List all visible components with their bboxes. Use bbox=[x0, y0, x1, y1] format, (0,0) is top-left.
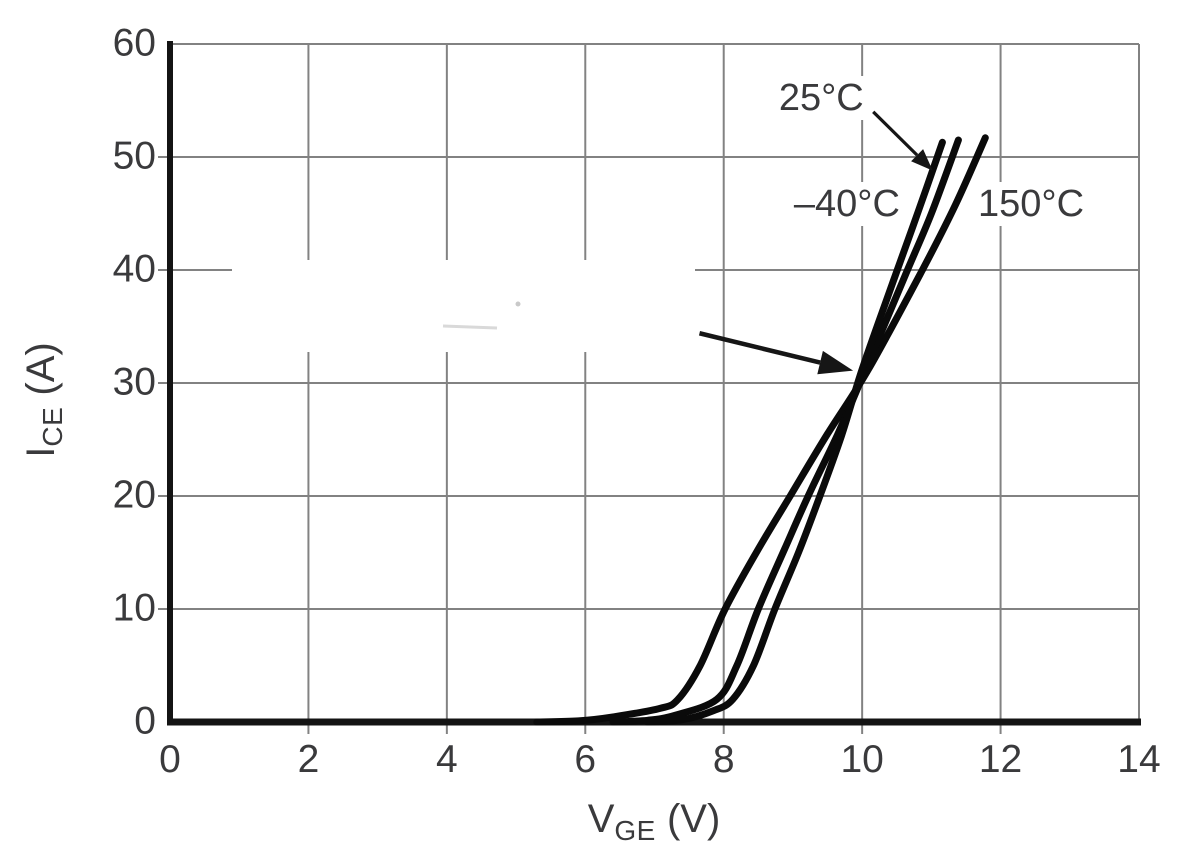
y-tick-label: 10 bbox=[112, 586, 156, 630]
x-tick-label: 0 bbox=[159, 738, 181, 781]
y-tick-label: 0 bbox=[134, 699, 156, 743]
curve-40cc bbox=[644, 138, 946, 726]
x-tick-label: 2 bbox=[297, 738, 320, 781]
x-tick-label: 12 bbox=[978, 738, 1023, 781]
curve-label-minus40c: –40°C bbox=[788, 182, 905, 227]
curve-label-150c: 150°C bbox=[972, 182, 1090, 227]
x-tick-label: 4 bbox=[435, 738, 458, 781]
y-tick-label: 30 bbox=[112, 360, 156, 404]
whiteout-patch bbox=[232, 260, 695, 352]
x-tick-label: 8 bbox=[712, 738, 735, 781]
curve-150cc bbox=[533, 134, 989, 726]
x-tick-label: 10 bbox=[840, 738, 884, 781]
y-tick-label: 40 bbox=[112, 247, 156, 291]
y-tick-label: 50 bbox=[112, 134, 156, 178]
y-axis-title: ICE (A) bbox=[19, 342, 68, 458]
crossover-pointer-arrow-head bbox=[817, 350, 854, 375]
x-tick-label: 6 bbox=[574, 738, 597, 781]
curve-25cc bbox=[609, 136, 962, 726]
erased-watermark-remnant bbox=[442, 324, 498, 330]
x-axis-title: VGE (V) bbox=[587, 797, 721, 846]
label-25c-pointer-arrow-head bbox=[911, 149, 933, 171]
x-tick-label: 14 bbox=[1117, 738, 1161, 781]
label-25c-pointer-arrow-shaft bbox=[872, 110, 919, 157]
erased-watermark-speck bbox=[515, 301, 521, 307]
y-tick-label: 60 bbox=[112, 21, 156, 65]
crossover-pointer-arrow-shaft bbox=[698, 331, 821, 365]
curve-label-25c: 25°C bbox=[773, 76, 869, 121]
y-tick-label: 20 bbox=[112, 473, 156, 517]
